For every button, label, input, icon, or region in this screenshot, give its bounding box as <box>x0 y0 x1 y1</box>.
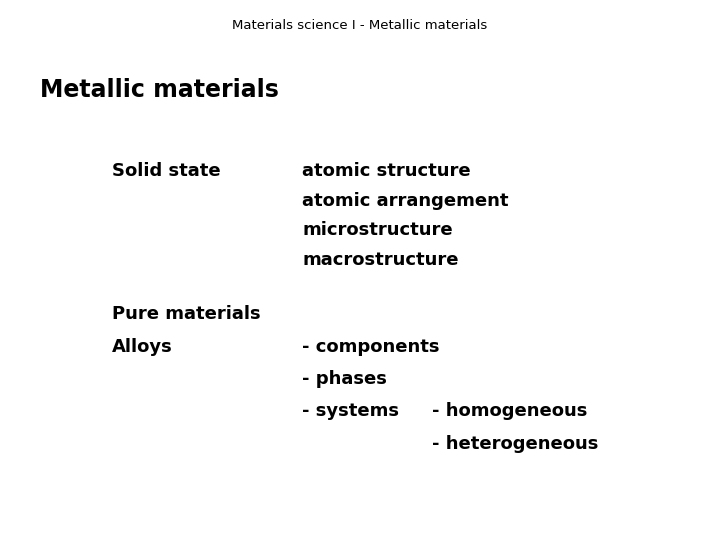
Text: Alloys: Alloys <box>112 338 172 355</box>
Text: - homogeneous: - homogeneous <box>432 402 588 420</box>
Text: Metallic materials: Metallic materials <box>40 78 279 102</box>
Text: - heterogeneous: - heterogeneous <box>432 435 598 453</box>
Text: - phases: - phases <box>302 370 387 388</box>
Text: Materials science I - Metallic materials: Materials science I - Metallic materials <box>233 19 487 32</box>
Text: - systems: - systems <box>302 402 400 420</box>
Text: macrostructure: macrostructure <box>302 251 459 269</box>
Text: Solid state: Solid state <box>112 162 220 180</box>
Text: atomic arrangement: atomic arrangement <box>302 192 509 210</box>
Text: Pure materials: Pure materials <box>112 305 260 323</box>
Text: - components: - components <box>302 338 440 355</box>
Text: atomic structure: atomic structure <box>302 162 471 180</box>
Text: microstructure: microstructure <box>302 221 453 239</box>
